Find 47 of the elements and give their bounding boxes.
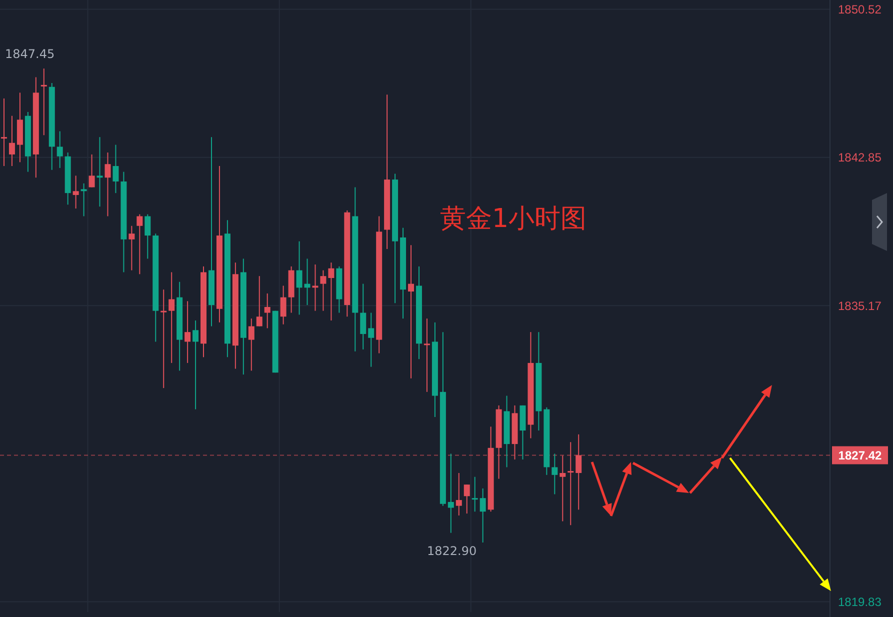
- candlestick: [128, 225, 135, 271]
- annotation: 1847.45: [5, 47, 55, 62]
- candlestick: [96, 136, 103, 208]
- candlestick: [40, 68, 47, 136]
- candlestick: [0, 98, 7, 167]
- annotation: 黄金1小时图: [440, 204, 587, 234]
- annotation: 1822.90: [427, 544, 477, 558]
- candlestick: [184, 300, 191, 364]
- candlestick: [192, 320, 199, 410]
- y-tick-label: 1819.83: [838, 594, 882, 609]
- candlestick: [56, 130, 63, 168]
- candlestick: [552, 453, 558, 495]
- candlestick: [168, 272, 175, 364]
- candlestick: [320, 270, 326, 312]
- candlestick: [72, 175, 79, 210]
- candlestick: [312, 264, 318, 312]
- candlestick: [80, 182, 87, 217]
- candlestick: [480, 488, 486, 543]
- candlestick: [464, 484, 470, 514]
- candlestick: [368, 312, 374, 368]
- candlestick: [408, 244, 414, 379]
- y-tick-label: 1835.17: [838, 298, 882, 313]
- candlestick: [104, 152, 111, 217]
- candlestick: [328, 262, 334, 321]
- candlestick: [112, 144, 119, 194]
- candlestick: [256, 276, 262, 327]
- candlestick: [8, 115, 15, 167]
- candlestick: [456, 472, 462, 516]
- candlestick: [248, 318, 254, 372]
- candlestick: [136, 214, 143, 275]
- candlestick: [304, 258, 310, 306]
- candlestick: [448, 453, 454, 534]
- candlestick: [472, 476, 478, 512]
- candlestick: [568, 442, 574, 526]
- candlestick: [144, 214, 151, 260]
- y-tick-label: 1850.52: [838, 2, 882, 16]
- y-tick-label: 1842.85: [838, 150, 882, 165]
- candlestick: [576, 434, 582, 510]
- candlestick: [160, 289, 167, 389]
- candlestick: [560, 455, 566, 522]
- candlestick: [264, 292, 270, 329]
- candlestick: [296, 240, 302, 316]
- candlestick: [280, 285, 286, 325]
- ref-line-label: 1827.42: [838, 448, 882, 462]
- candlestick: [424, 318, 430, 392]
- candlestick: [88, 154, 95, 188]
- candlestick: [360, 283, 366, 350]
